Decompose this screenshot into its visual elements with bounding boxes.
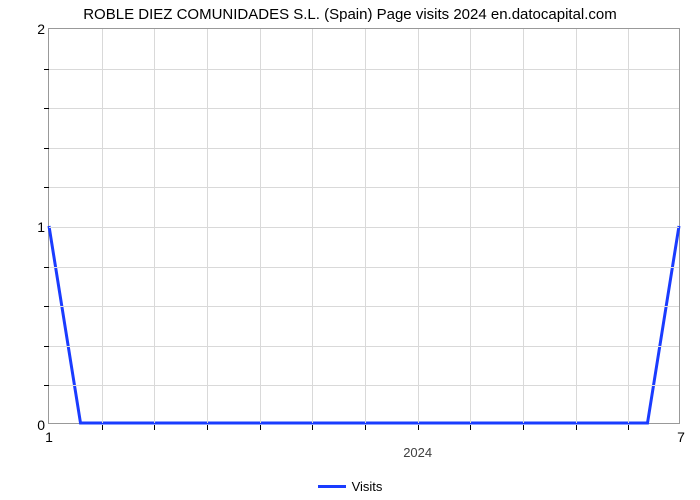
- ytick-minor: [44, 69, 49, 70]
- xtick-minor: [576, 425, 577, 430]
- xtick-minor: [365, 425, 366, 430]
- grid-v: [365, 29, 366, 423]
- grid-v: [312, 29, 313, 423]
- ytick-minor: [44, 346, 49, 347]
- grid-h: [49, 227, 679, 228]
- xtick-minor: [207, 425, 208, 430]
- grid-h: [49, 267, 679, 268]
- grid-h: [49, 385, 679, 386]
- grid-h: [49, 148, 679, 149]
- chart-container: { "chart": { "type": "line", "title": "R…: [0, 0, 700, 500]
- ytick-label: 2: [15, 21, 45, 37]
- ytick-minor: [44, 306, 49, 307]
- ytick-minor: [44, 148, 49, 149]
- grid-h: [49, 346, 679, 347]
- plot-area: 012172024: [48, 28, 680, 424]
- xtick-minor: [470, 425, 471, 430]
- grid-v: [523, 29, 524, 423]
- xtick-minor: [154, 425, 155, 430]
- grid-v: [260, 29, 261, 423]
- xtick-year-label: 2024: [403, 445, 432, 460]
- grid-v: [418, 29, 419, 423]
- xtick-minor: [418, 425, 419, 430]
- xtick-label: 7: [677, 429, 685, 445]
- ytick-label: 1: [15, 219, 45, 235]
- grid-h: [49, 108, 679, 109]
- xtick-minor: [628, 425, 629, 430]
- xtick-minor: [102, 425, 103, 430]
- grid-h: [49, 306, 679, 307]
- line-svg: [49, 29, 679, 423]
- grid-v: [628, 29, 629, 423]
- legend: Visits: [0, 478, 700, 494]
- grid-v: [102, 29, 103, 423]
- xtick-minor: [312, 425, 313, 430]
- ytick-minor: [44, 187, 49, 188]
- grid-v: [470, 29, 471, 423]
- grid-h: [49, 69, 679, 70]
- xtick-label: 1: [45, 429, 53, 445]
- legend-swatch: [318, 485, 346, 488]
- grid-v: [207, 29, 208, 423]
- chart-title: ROBLE DIEZ COMUNIDADES S.L. (Spain) Page…: [0, 6, 700, 23]
- ytick-label: 0: [15, 417, 45, 433]
- ytick-minor: [44, 108, 49, 109]
- xtick-minor: [523, 425, 524, 430]
- ytick-minor: [44, 385, 49, 386]
- grid-v: [154, 29, 155, 423]
- grid-v: [576, 29, 577, 423]
- grid-h: [49, 187, 679, 188]
- ytick-minor: [44, 267, 49, 268]
- legend-label: Visits: [352, 479, 383, 494]
- xtick-minor: [260, 425, 261, 430]
- visits-line: [49, 226, 679, 423]
